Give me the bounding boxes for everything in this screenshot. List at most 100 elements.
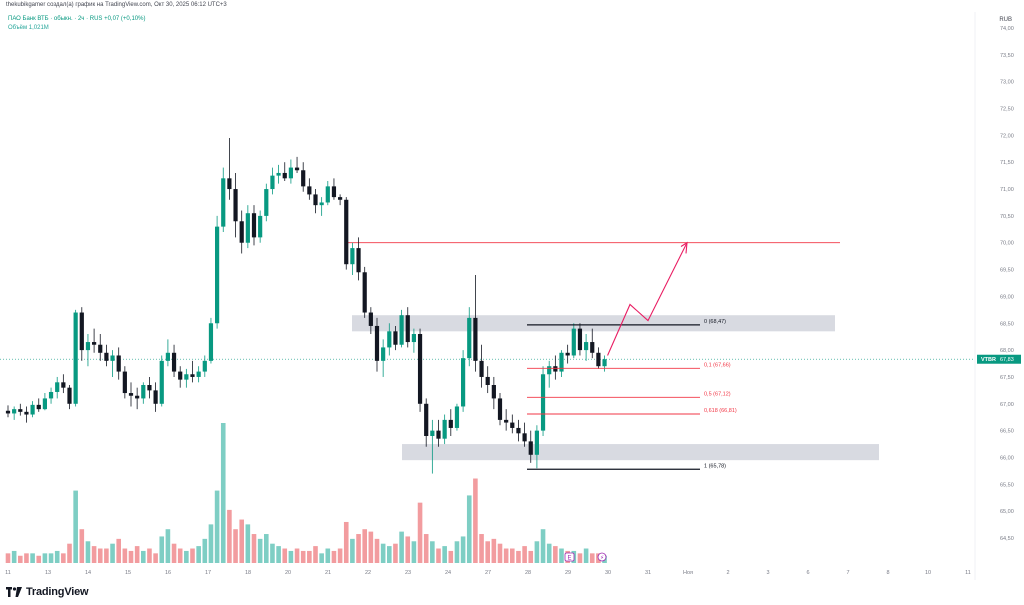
candle-body bbox=[430, 430, 435, 436]
volume-bar bbox=[405, 536, 411, 563]
candle-body bbox=[584, 342, 589, 351]
candle-body bbox=[233, 189, 238, 222]
candle-body bbox=[153, 390, 158, 404]
candle-body bbox=[368, 312, 373, 326]
candle-body bbox=[221, 178, 226, 227]
candle-body bbox=[294, 167, 300, 171]
volume-bar bbox=[73, 490, 78, 563]
volume-bar bbox=[540, 529, 546, 563]
volume-bar bbox=[202, 538, 208, 563]
volume-bar bbox=[528, 550, 534, 563]
dividend-marker bbox=[597, 552, 607, 562]
y-tick-label: 67,50 bbox=[1000, 375, 1014, 381]
volume-bar bbox=[417, 502, 423, 563]
x-tick-label: 30 bbox=[605, 570, 611, 576]
candle-body bbox=[48, 391, 54, 399]
earnings-marker-label: E bbox=[567, 556, 571, 562]
volume-bar bbox=[270, 543, 275, 563]
volume-bar bbox=[411, 541, 417, 563]
candle-body bbox=[590, 342, 595, 353]
x-tick-label: 18 bbox=[245, 570, 251, 576]
currency-label[interactable]: RUB bbox=[999, 17, 1012, 23]
x-tick-label: 17 bbox=[205, 570, 211, 576]
symbol-legend[interactable]: ПАО Банк ВТБ · обыкн. · 2ч · RUS +0,07 (… bbox=[8, 15, 145, 33]
candle-body bbox=[12, 409, 17, 414]
volume-bar bbox=[42, 553, 48, 563]
candle-body bbox=[276, 172, 281, 176]
candle-body bbox=[540, 374, 546, 431]
volume-bar bbox=[208, 524, 214, 563]
candle-body bbox=[104, 352, 109, 361]
volume-bar bbox=[128, 550, 134, 563]
candle-body bbox=[442, 419, 447, 439]
footer: TradingView bbox=[6, 584, 89, 600]
candle-body bbox=[227, 178, 232, 190]
candle-body bbox=[5, 410, 11, 414]
x-tick-label: 28 bbox=[525, 570, 531, 576]
volume-bar bbox=[48, 553, 54, 563]
volume-bar bbox=[153, 553, 158, 563]
fib-level-label: 0,1 (67,66) bbox=[704, 362, 731, 368]
candle-body bbox=[528, 441, 533, 455]
volume-bar bbox=[589, 553, 595, 563]
volume-bar bbox=[5, 553, 11, 563]
candle-body bbox=[411, 334, 416, 343]
candle-body bbox=[577, 328, 583, 351]
candle-body bbox=[356, 248, 361, 273]
candle-body bbox=[313, 194, 318, 206]
candle-body bbox=[399, 315, 404, 345]
supply-demand-zone bbox=[352, 315, 835, 332]
candle-body bbox=[288, 167, 293, 179]
x-tick-label: 23 bbox=[405, 570, 411, 576]
volume-bar bbox=[337, 548, 343, 563]
x-tick-label: 31 bbox=[645, 570, 651, 576]
candle-body bbox=[73, 312, 78, 404]
candle-body bbox=[30, 404, 35, 415]
volume-bar bbox=[233, 529, 238, 563]
candle-body bbox=[171, 352, 177, 372]
candle-body bbox=[325, 186, 330, 203]
y-tick-label: 70,50 bbox=[1000, 214, 1014, 220]
y-tick-label: 65,00 bbox=[1000, 509, 1014, 515]
volume-bar bbox=[436, 548, 441, 563]
volume-bar bbox=[423, 534, 429, 563]
candle-body bbox=[85, 342, 91, 351]
volume-bar bbox=[362, 529, 367, 563]
candle-body bbox=[208, 323, 214, 361]
chart-header: thekubikgamer создал(а) график на Tradin… bbox=[6, 2, 227, 8]
candle-body bbox=[264, 189, 269, 216]
candle-body bbox=[393, 331, 398, 345]
volume-bar bbox=[122, 548, 128, 563]
tradingview-brand: TradingView bbox=[26, 586, 89, 598]
candle-body bbox=[436, 430, 441, 439]
x-tick-label: 21 bbox=[325, 570, 331, 576]
volume-bar bbox=[479, 534, 484, 563]
price-tag-symbol: VTBR bbox=[981, 357, 996, 363]
volume-bar bbox=[257, 538, 263, 563]
candle-body bbox=[178, 371, 183, 380]
candle-body bbox=[110, 355, 115, 361]
volume-bar bbox=[448, 550, 454, 563]
volume-bar bbox=[30, 553, 35, 563]
volume-bar bbox=[239, 519, 244, 563]
candle-body bbox=[417, 334, 423, 404]
candle-body bbox=[184, 374, 189, 380]
price-tag bbox=[977, 354, 1021, 364]
candle-body bbox=[319, 202, 324, 206]
dividend-marker-label: ⚡ bbox=[600, 555, 604, 562]
candle-body bbox=[67, 387, 72, 404]
candle-body bbox=[122, 371, 127, 394]
y-tick-label: 71,50 bbox=[1000, 160, 1014, 166]
x-tick-label: 24 bbox=[445, 570, 451, 576]
fib-level-label: 0,5 (67,12) bbox=[704, 391, 731, 397]
volume-bar bbox=[264, 534, 269, 563]
volume-bar bbox=[466, 495, 472, 563]
x-tick-label: 2 bbox=[726, 570, 729, 576]
candle-body bbox=[491, 385, 496, 399]
candle-body bbox=[479, 360, 484, 377]
candle-body bbox=[387, 331, 392, 348]
candle-body bbox=[534, 430, 539, 455]
candle-body bbox=[405, 315, 410, 343]
volume-bar bbox=[313, 546, 318, 563]
